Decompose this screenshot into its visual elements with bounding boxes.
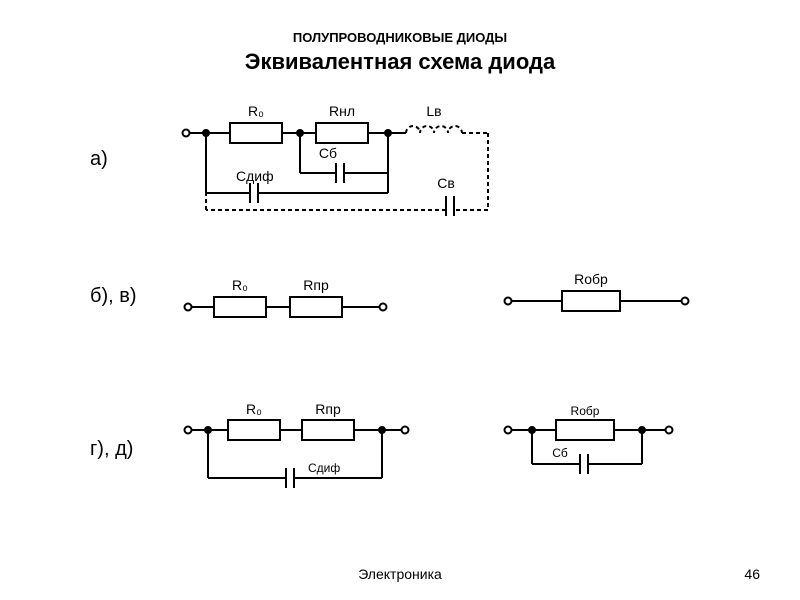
footer-page: 46	[744, 566, 760, 582]
label-Rpr-g: Rпр	[315, 401, 341, 417]
circuit-a: R₀ Rнл Cб Lв Cв	[178, 98, 538, 238]
page-title: Эквивалентная схема диода	[0, 45, 800, 75]
row-label-bv: б), в)	[90, 285, 137, 308]
label-Robr-v: Rобр	[574, 271, 608, 287]
circuit-v-right: Rобр	[500, 266, 700, 326]
row-label-a: а)	[90, 148, 108, 171]
label-R0-g: R₀	[246, 401, 262, 417]
label-Rnl: Rнл	[329, 103, 355, 119]
circuit-d-right: Rобр Cб	[500, 402, 700, 502]
circuit-b-left: R₀ Rпр	[180, 272, 410, 332]
label-Lv: Lв	[426, 103, 441, 119]
label-Robr-d: Rобр	[571, 404, 600, 418]
circuit-g-left: R₀ Rпр Cдиф	[180, 400, 430, 500]
label-R0-a: R₀	[248, 103, 264, 119]
label-Cdif-g: Cдиф	[308, 461, 340, 475]
page-subtitle: ПОЛУПРОВОДНИКОВЫЕ ДИОДЫ	[0, 0, 800, 45]
label-R0-b: R₀	[232, 277, 248, 293]
row-label-gd: г), д)	[90, 438, 133, 461]
label-Cdif-a: Cдиф	[236, 168, 274, 184]
label-Rpr-b: Rпр	[303, 277, 329, 293]
footer-course: Электроника	[358, 566, 442, 582]
label-Cv: Cв	[437, 175, 455, 191]
label-Cb-d: Cб	[552, 446, 568, 460]
label-Cb-a: Cб	[319, 145, 337, 161]
